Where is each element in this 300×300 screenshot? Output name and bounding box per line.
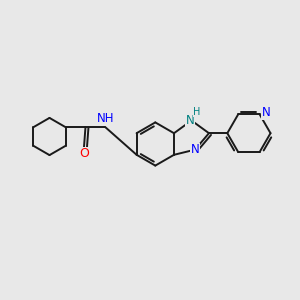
- Text: O: O: [79, 147, 89, 160]
- Text: N: N: [186, 114, 194, 127]
- Text: N: N: [190, 143, 200, 156]
- Text: N: N: [262, 106, 271, 119]
- Text: H: H: [193, 106, 201, 116]
- Text: NH: NH: [97, 112, 114, 125]
